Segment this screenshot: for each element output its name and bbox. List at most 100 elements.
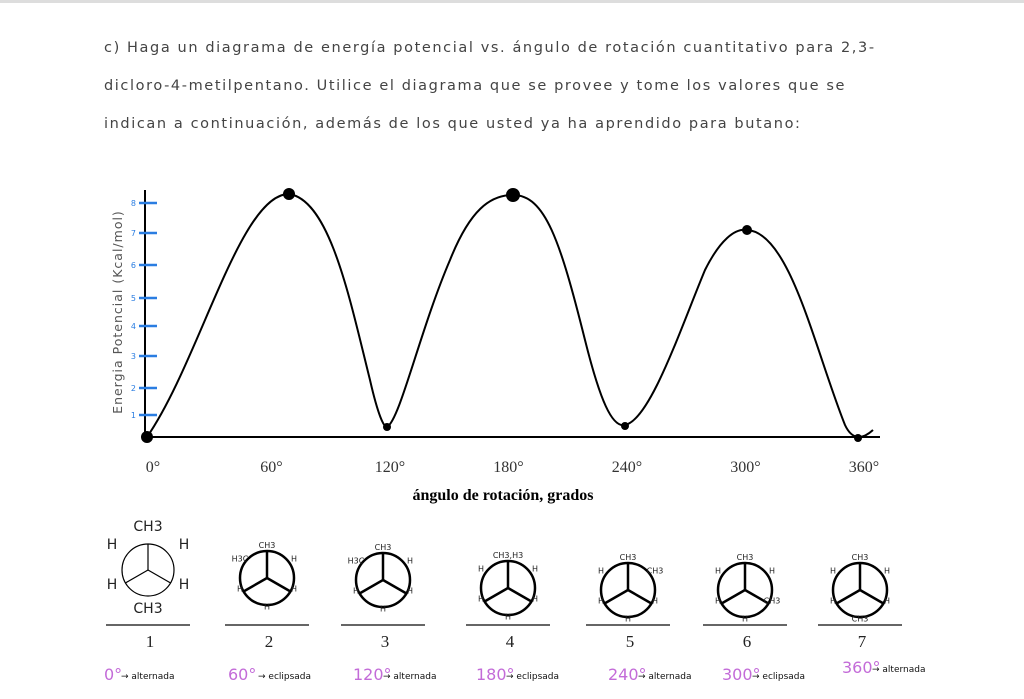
atom-label: H [830,567,836,576]
question-line: c) Haga un diagrama de energía potencial… [104,40,876,56]
bond [859,588,885,605]
atom-label: CH3 [764,597,781,606]
projection-number: 7 [858,632,867,651]
top-edge [0,0,1024,3]
atom-label: H [598,597,604,606]
atom-label: H [107,577,118,593]
point [506,188,520,202]
projection-number: 5 [626,632,635,651]
y-tick-label: 3 [131,352,136,361]
atom-label: H [769,567,775,576]
y-tick-label: 5 [131,294,136,303]
point [854,434,862,442]
atom-label: H [237,585,243,594]
atom-label: H [742,615,748,624]
atom-label: H [179,537,190,553]
question-line: indican a continuación, además de los qu… [104,116,802,132]
projection-number: 3 [381,632,390,651]
bond [266,576,292,593]
energy-curve [146,192,874,438]
atom-label: CH3 [647,567,664,576]
atom-label: H [830,597,836,606]
atom-label: H [407,557,413,566]
bond [147,569,171,584]
y-tick-label: 1 [131,411,136,420]
atom-label: CH3,H3 [493,551,523,560]
state-note: → alternada [638,672,691,682]
bond [835,588,861,605]
x-tick-label: 240° [612,459,642,476]
atom-label: H [505,613,511,622]
atom-label: H [884,567,890,576]
atom-label: CH3 [620,553,637,562]
state-note: → eclipsada [506,672,559,682]
atom-label: H [353,587,359,596]
bond [125,569,149,584]
projection-number: 6 [743,632,752,651]
atom-label: H [598,567,604,576]
atom-label: H [478,565,484,574]
atom-label: H [179,577,190,593]
point [383,423,391,431]
state-note: → alternada [121,672,174,682]
x-tick-label: 300° [730,459,760,476]
x-tick-label: 120° [375,459,405,476]
angle-note: 180° [476,665,515,684]
atom-label: CH3 [375,543,392,552]
bond [358,578,384,595]
bond [242,576,268,593]
projection-number: 1 [146,632,155,651]
state-note: → alternada [383,672,436,682]
atom-label: H [715,597,721,606]
x-axis-label: ángulo de rotación, grados [412,487,593,504]
atom-label: CH3 [852,615,869,624]
y-tick-label: 7 [131,229,136,238]
x-tick-label: 60° [260,459,282,476]
atom-label: H [264,603,270,612]
angle-note: 300° [722,665,761,684]
projection-number: 4 [506,632,515,651]
atom-label: H [291,585,297,594]
bond [627,588,653,605]
atom-label: H [625,615,631,624]
atom-label: CH3 [852,553,869,562]
y-tick-label: 2 [131,384,136,393]
state-note: → eclipsada [258,672,311,682]
atom-label: CH3 [133,601,162,617]
bond [603,588,629,605]
atom-label: H [884,597,890,606]
y-tick-label: 4 [131,322,136,331]
x-tick-label: 0° [146,459,160,476]
bond [744,588,770,605]
bond [382,578,408,595]
question-line: dicloro-4-metilpentano. Utilice el diagr… [104,78,846,94]
y-axis-label: Energia Potencial (Kcal/mol) [110,210,125,414]
atom-label: H [652,597,658,606]
atom-label: H [380,605,386,614]
y-tick-label: 6 [131,261,136,270]
atom-label: H [532,595,538,604]
x-tick-label: 180° [493,459,523,476]
state-note: → eclipsada [752,672,805,682]
atom-label: H3C [232,555,249,564]
y-tick-label: 8 [131,199,136,208]
angle-note: 60° [228,665,256,684]
atom-label: H [715,567,721,576]
bond [720,588,746,605]
atom-label: CH3 [737,553,754,562]
state-note: → alternada [872,665,925,675]
atom-label: H [532,565,538,574]
point [141,431,153,443]
atom-label: H [107,537,118,553]
angle-note: 120° [353,665,392,684]
atom-label: H [478,595,484,604]
atom-label: CH3 [133,519,162,535]
bond [483,586,509,603]
point [742,225,752,235]
angle-note: 360° [842,658,881,677]
projection-number: 2 [265,632,274,651]
atom-label: H3C [348,557,365,566]
atom-label: CH3 [259,541,276,550]
x-tick-label: 360° [849,459,879,476]
